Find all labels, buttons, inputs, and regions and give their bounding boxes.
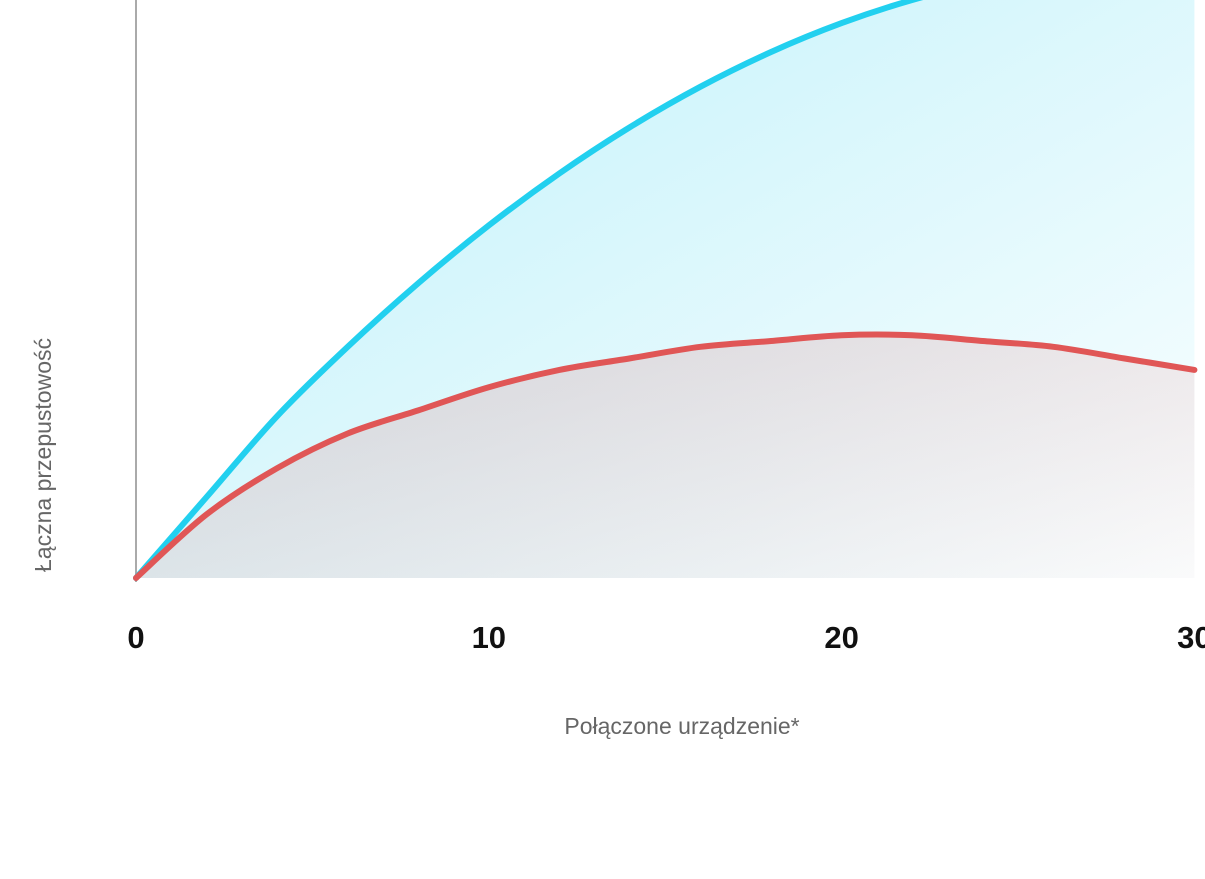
line [133,0,924,581]
x-tick-label: 20 [824,620,858,655]
x-tick-label: 0 [127,620,144,655]
area [136,334,1195,578]
y-axis-label: Łączna przepustowość [30,338,56,572]
x-tick-label: 10 [472,620,506,655]
line [133,331,1198,581]
x-tick-label: 30 [1177,620,1205,655]
x-axis-label: Połączone urządzenie* [564,713,799,739]
